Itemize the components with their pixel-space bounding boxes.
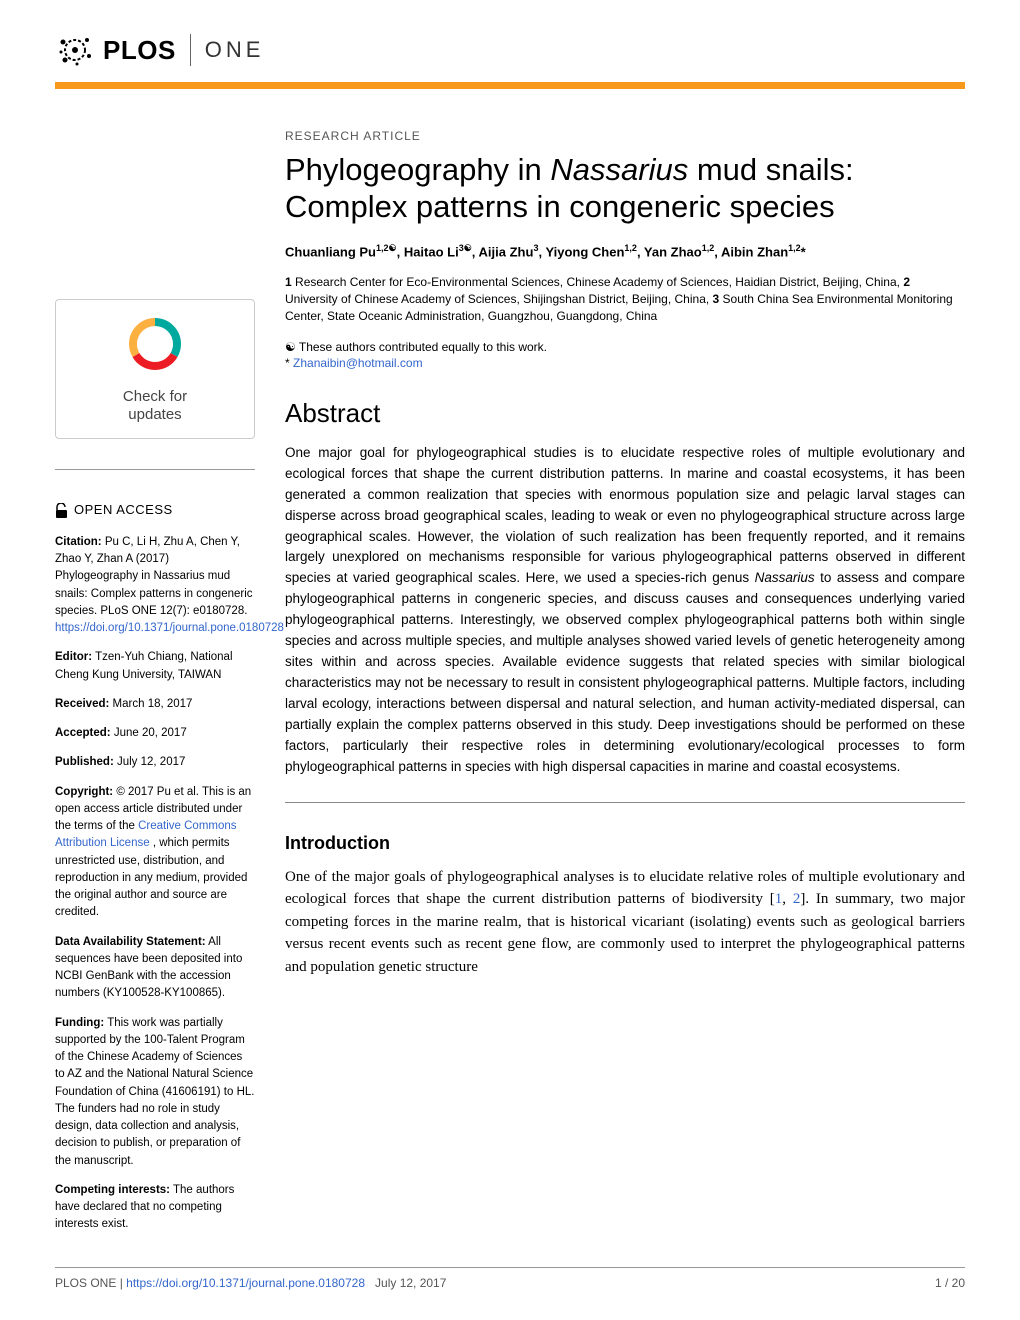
logo-row: PLOS ONE [55, 30, 965, 70]
brand-accent-bar [55, 82, 965, 89]
funding-block: Funding: This work was partially support… [55, 1015, 255, 1170]
plos-logo-icon [55, 30, 95, 70]
introduction-paragraph: One of the major goals of phylogeographi… [285, 866, 965, 979]
copyright-block: Copyright: © 2017 Pu et al. This is an o… [55, 784, 255, 922]
journal-name: ONE [205, 37, 265, 63]
open-access-label: OPEN ACCESS [74, 500, 173, 520]
affiliations: 1 Research Center for Eco-Environmental … [285, 274, 965, 326]
editor-block: Editor: Tzen-Yuh Chiang, National Cheng … [55, 649, 255, 684]
section-divider [285, 802, 965, 803]
footer-doi-link[interactable]: https://doi.org/10.1371/journal.pone.018… [126, 1276, 365, 1290]
corresp-email-link[interactable]: Zhanaibin@hotmail.com [293, 356, 423, 370]
corresponding-author: * Zhanaibin@hotmail.com [285, 356, 965, 370]
page-footer: PLOS ONE | https://doi.org/10.1371/journ… [55, 1267, 965, 1290]
equal-contribution-note: ☯ These authors contributed equally to t… [285, 340, 965, 354]
sidebar-divider [55, 469, 255, 470]
article-body: RESEARCH ARTICLE Phylogeography in Nassa… [285, 129, 965, 1246]
author-list: Chuanliang Pu1,2☯, Haitao Li3☯, Aijia Zh… [285, 243, 965, 259]
plos-wordmark: PLOS [103, 35, 176, 66]
open-access-badge: OPEN ACCESS [55, 500, 255, 520]
check-updates-label: Check for updates [76, 388, 234, 424]
abstract-text: One major goal for phylogeographical stu… [285, 443, 965, 778]
citation-block: Citation: Pu C, Li H, Zhu A, Chen Y, Zha… [55, 534, 255, 638]
citation-doi-link[interactable]: https://doi.org/10.1371/journal.pone.018… [55, 622, 284, 634]
abstract-heading: Abstract [285, 398, 965, 429]
open-lock-icon [55, 503, 68, 518]
page-header: PLOS ONE [0, 0, 1020, 89]
published-block: Published: July 12, 2017 [55, 754, 255, 771]
logo-divider [190, 34, 191, 66]
article-title: Phylogeography in Nassarius mud snails: … [285, 151, 965, 225]
sidebar: Check for updates OPEN ACCESS Citation: … [55, 129, 255, 1246]
footer-left: PLOS ONE | https://doi.org/10.1371/journ… [55, 1276, 446, 1290]
received-block: Received: March 18, 2017 [55, 696, 255, 713]
accepted-block: Accepted: June 20, 2017 [55, 725, 255, 742]
main-content-area: Check for updates OPEN ACCESS Citation: … [0, 89, 1020, 1246]
article-type-label: RESEARCH ARTICLE [285, 129, 965, 143]
competing-interests-block: Competing interests: The authors have de… [55, 1182, 255, 1234]
page-number: 1 / 20 [935, 1276, 965, 1290]
crossmark-icon [125, 314, 185, 374]
data-availability-block: Data Availability Statement: All sequenc… [55, 934, 255, 1003]
introduction-heading: Introduction [285, 833, 965, 854]
check-for-updates-button[interactable]: Check for updates [55, 299, 255, 439]
